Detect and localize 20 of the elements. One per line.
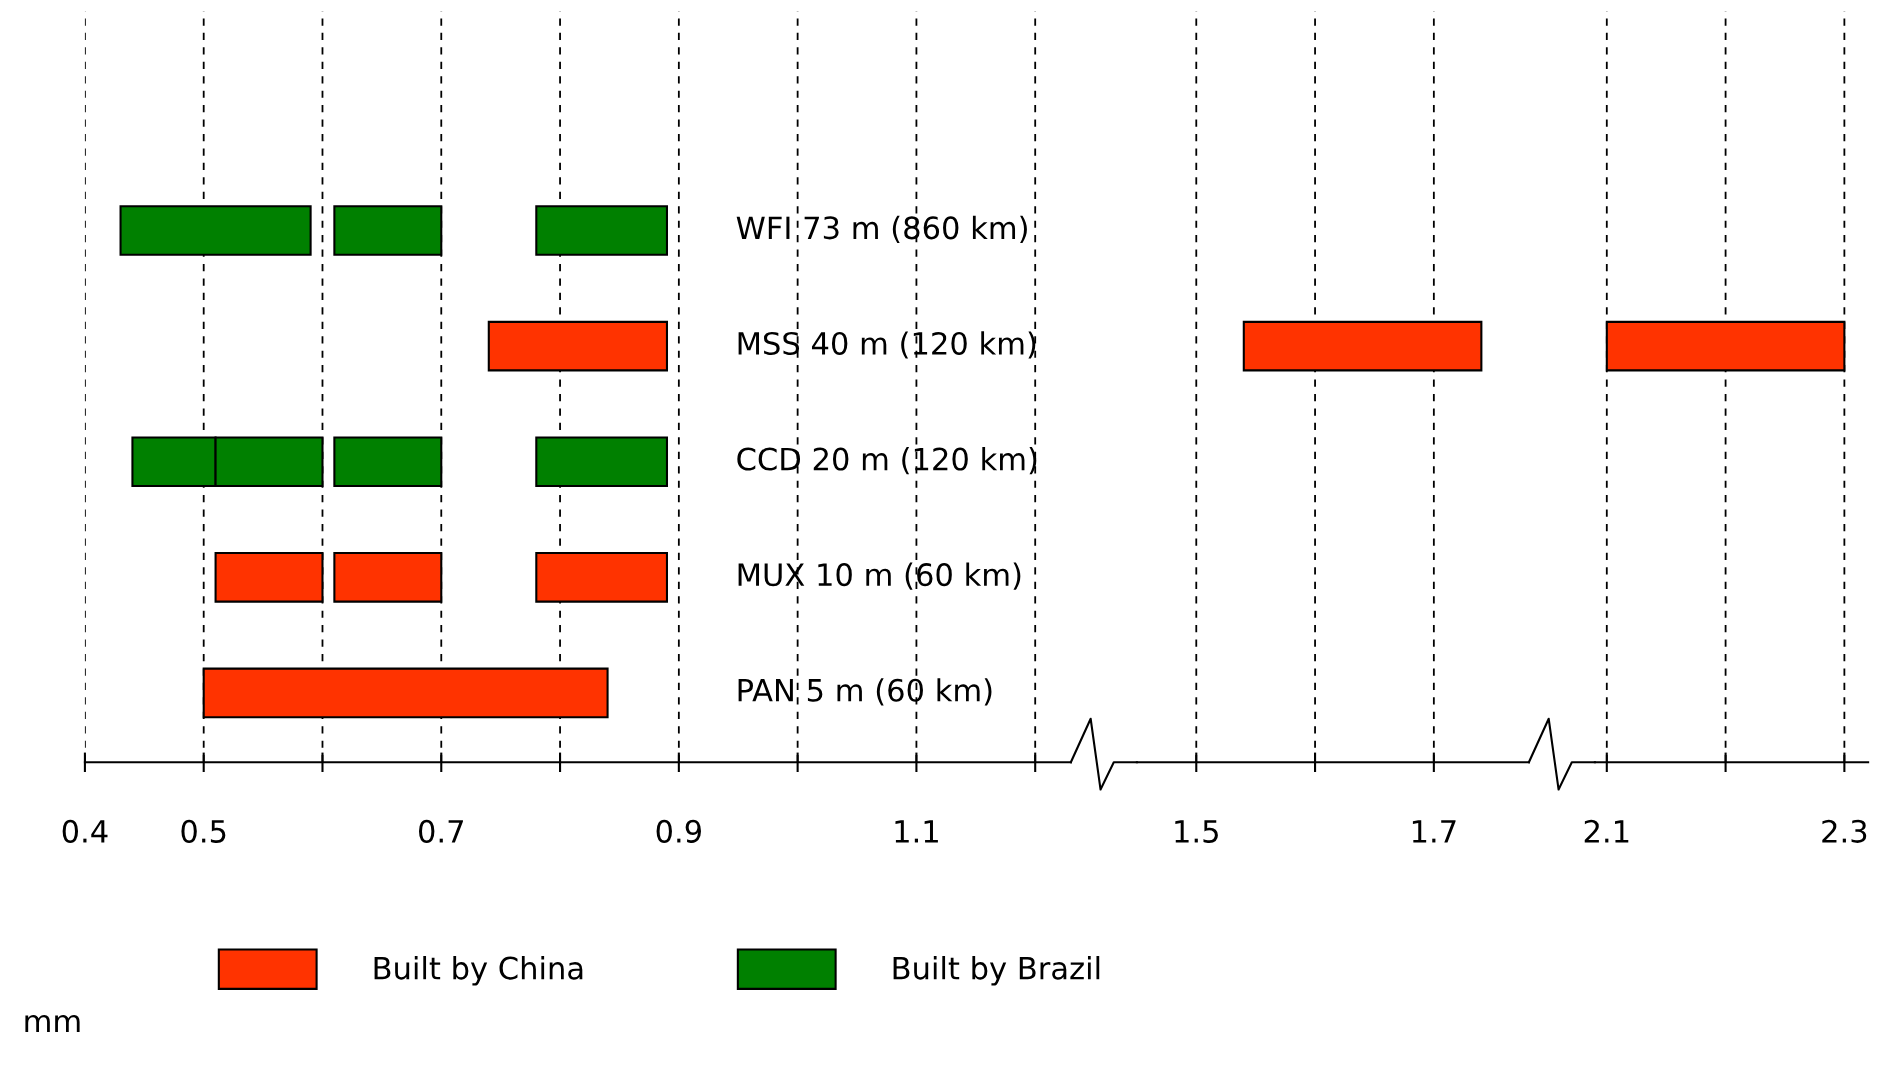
bar bbox=[333, 552, 443, 603]
y-tick-label: MSS 40 m (120 km) bbox=[738, 331, 1036, 359]
legend-label: Built by Brazil bbox=[893, 956, 1100, 986]
bar bbox=[214, 552, 324, 603]
x-tick-label: 0.7 bbox=[418, 819, 463, 843]
x-tick-label: 1.1 bbox=[895, 820, 938, 843]
x-tick-label: 0.5 bbox=[181, 819, 226, 843]
y-tick-label: CCD 20 m (120 km) bbox=[737, 446, 1037, 475]
x-tick-label: 0.9 bbox=[656, 819, 701, 843]
x-tick-label: 2.3 bbox=[1822, 819, 1867, 843]
y-tick-label: PAN 5 m (60 km) bbox=[738, 678, 992, 706]
x-tick-label: 2.1 bbox=[1584, 819, 1629, 843]
x-axis-title: mm bbox=[25, 1014, 80, 1033]
x-tick-label: 1.5 bbox=[1175, 820, 1218, 843]
bar bbox=[535, 552, 669, 603]
x-tick-label: 0.4 bbox=[62, 819, 108, 843]
y-tick-label: MUX 10 m (60 km) bbox=[738, 562, 1021, 590]
legend-label: Built by China bbox=[374, 956, 583, 986]
x-tick-label: 1.7 bbox=[1412, 820, 1456, 843]
y-tick-label: WFI 73 m (860 km) bbox=[736, 215, 1027, 243]
